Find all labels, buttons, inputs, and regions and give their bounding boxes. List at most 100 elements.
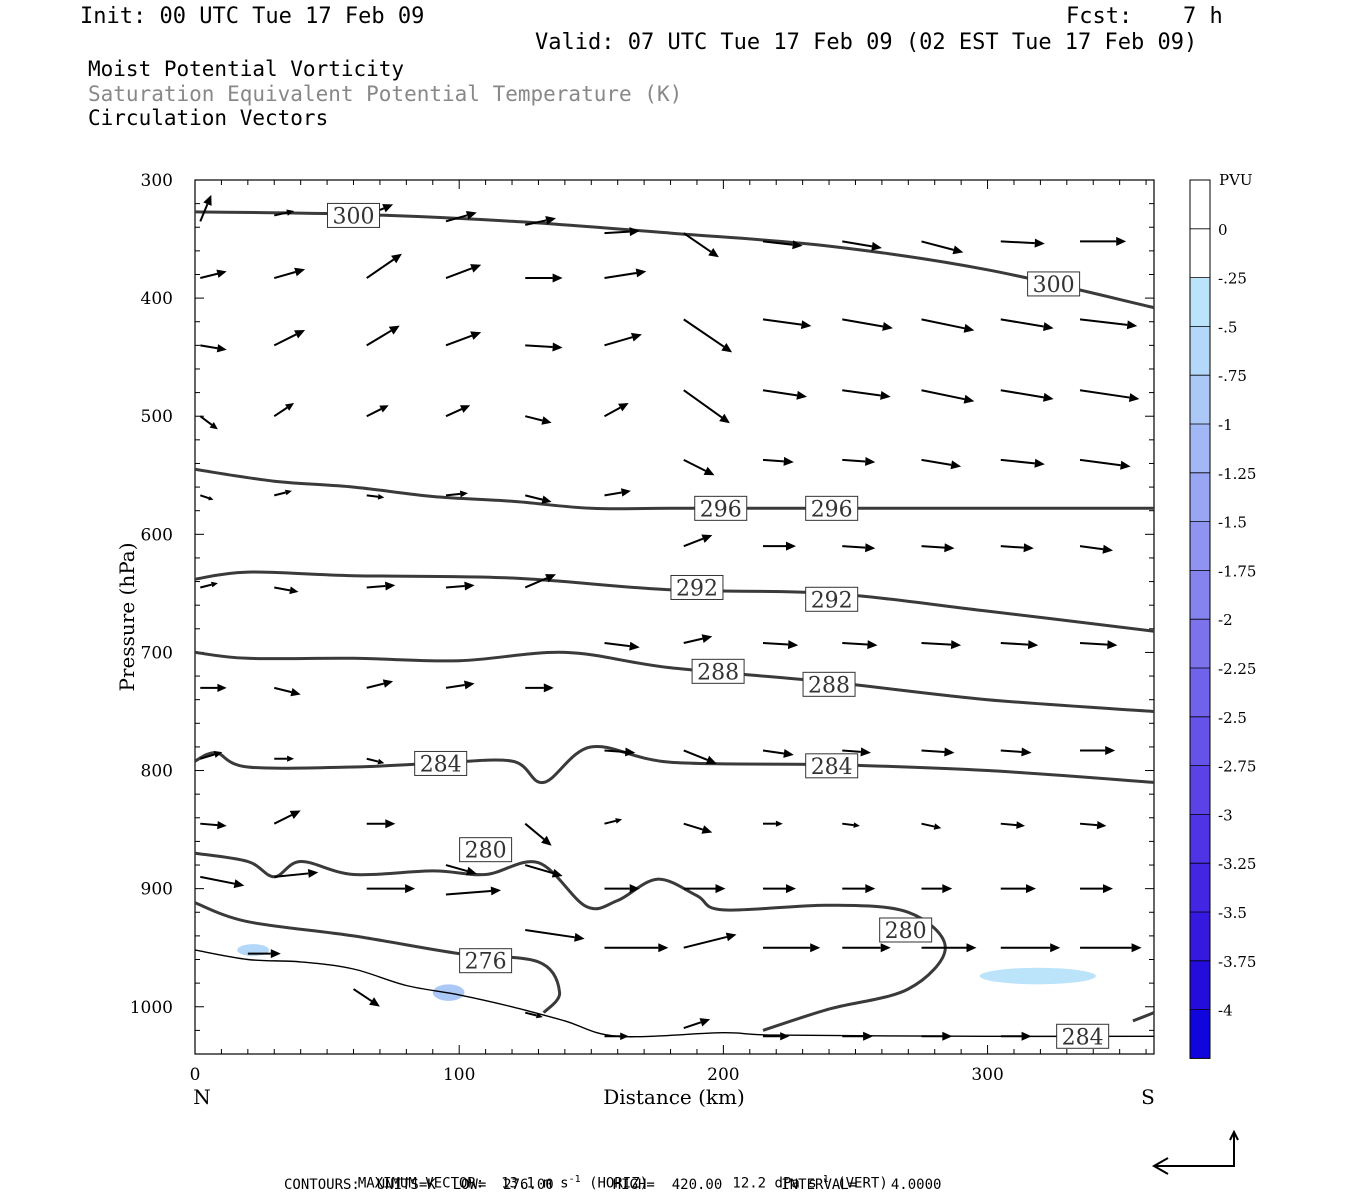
colorbar-bin — [1190, 619, 1210, 668]
x-tick-label: 100 — [443, 1065, 475, 1085]
vector-head — [213, 751, 223, 758]
vector-head — [552, 342, 563, 352]
contour-label: 288 — [808, 673, 850, 698]
vector-head — [541, 835, 552, 846]
colorbar-bin — [1190, 1009, 1210, 1059]
vector-head — [629, 884, 640, 894]
contour-label: 292 — [811, 588, 853, 613]
colorbar-label: -2.25 — [1218, 660, 1256, 678]
vector-head — [289, 586, 299, 595]
contour-label: 300 — [333, 204, 375, 229]
contour-label-box — [327, 202, 381, 228]
vector-head — [865, 543, 876, 553]
pv-shading — [237, 944, 1096, 1001]
vector-head — [950, 460, 962, 470]
y-tick-label: 500 — [141, 407, 173, 427]
vector-shaft — [604, 491, 622, 497]
vector-shaft — [683, 318, 725, 348]
vector-shaft — [274, 211, 288, 217]
colorbar-bin — [1190, 326, 1210, 376]
vector-head — [880, 943, 891, 953]
vector-head — [286, 209, 295, 216]
contour-label-box — [805, 586, 859, 612]
vector-shaft — [199, 753, 215, 760]
vector-shaft — [683, 1021, 702, 1029]
y-axis-title: Pressure (hPa) — [115, 543, 139, 692]
vector-shaft — [1079, 822, 1098, 827]
max-vector-line: MAXIMUM VECTOR: 13.1 m s-1 (HORIZ) 12.2 … — [341, 1158, 888, 1192]
vector-shaft — [1000, 545, 1024, 549]
vector-shaft — [683, 935, 728, 949]
colorbar-label: -2.5 — [1218, 709, 1247, 727]
vector-head — [1050, 943, 1061, 953]
vector-shaft — [921, 389, 965, 401]
vector-shaft — [604, 336, 633, 347]
colorbar-bin — [1190, 960, 1210, 1010]
vector-head — [1105, 746, 1116, 755]
circulation-vectors — [199, 194, 1142, 1041]
colorbar-bin — [1190, 228, 1210, 278]
vector-shaft — [274, 872, 309, 878]
vector-head — [708, 248, 719, 258]
contour-label: 284 — [1062, 1025, 1104, 1050]
terrain-path — [195, 949, 1154, 1038]
vector-head — [701, 825, 713, 834]
colorbar-bin — [1190, 765, 1210, 815]
vector-head — [470, 331, 482, 340]
vector-shaft — [200, 272, 218, 279]
vector-head — [1128, 393, 1140, 402]
vector-head — [289, 810, 301, 819]
vector-head — [699, 1018, 711, 1027]
colorbar-label: -2.75 — [1218, 758, 1256, 776]
y-tick-label: 800 — [141, 762, 173, 782]
vector-head — [871, 241, 882, 251]
vector-head — [705, 755, 717, 765]
vector-head — [1027, 640, 1039, 650]
vector-shaft — [1079, 545, 1104, 551]
vector-head — [966, 943, 977, 953]
vector-head — [1034, 458, 1045, 468]
vector-shaft — [683, 389, 723, 419]
vector-shaft — [366, 408, 382, 418]
contour-line-280 — [195, 851, 947, 1032]
contour-label-box — [691, 658, 745, 684]
contour-label: 276 — [465, 950, 507, 975]
vector-head — [1107, 640, 1118, 650]
vector-shaft — [445, 334, 473, 347]
vector-shaft — [525, 928, 575, 939]
colorbar-label: -.25 — [1218, 270, 1247, 288]
colorbar-bin — [1190, 375, 1210, 424]
vector-head — [880, 391, 891, 400]
axis-ticks: 300 400 500 600 700 800 900 1000 0 100 200 300 — [130, 171, 1154, 1085]
contour-line-296 — [195, 467, 1154, 511]
vector-head — [287, 755, 295, 762]
colorbar-bin — [1190, 521, 1210, 571]
vector-head — [783, 456, 794, 466]
vector-head — [1043, 392, 1054, 402]
vector-head — [615, 818, 623, 824]
contour-labels: 300 300 296 296 292 292 288 288 284 284 280 280 276 2… — [327, 202, 1110, 1050]
vector-head — [211, 581, 218, 588]
vector-head — [620, 1032, 629, 1041]
colorbar-bin — [1190, 912, 1210, 961]
vector-head — [865, 884, 876, 894]
vector-head — [209, 422, 218, 430]
vector-head — [621, 488, 631, 497]
max-vector-horiz: 13.1 m s — [501, 1175, 569, 1192]
legend-title-theta-es: Saturation Equivalent Potential Temperat… — [88, 82, 683, 106]
contour-line-284 — [195, 744, 1154, 784]
vector-shaft — [683, 232, 712, 253]
vector-head — [853, 822, 860, 828]
vector-shaft — [524, 822, 545, 841]
plot-frame — [194, 179, 1155, 1055]
vector-shaft — [1000, 389, 1044, 399]
colorbar-label: -4 — [1218, 1002, 1233, 1020]
vector-head — [385, 581, 396, 591]
vector-head — [775, 820, 783, 827]
vector-head — [1102, 544, 1113, 554]
vector-shaft — [921, 749, 945, 753]
vector-shaft — [921, 822, 935, 828]
vector-shaft — [842, 749, 861, 753]
vector-shaft — [604, 272, 637, 280]
